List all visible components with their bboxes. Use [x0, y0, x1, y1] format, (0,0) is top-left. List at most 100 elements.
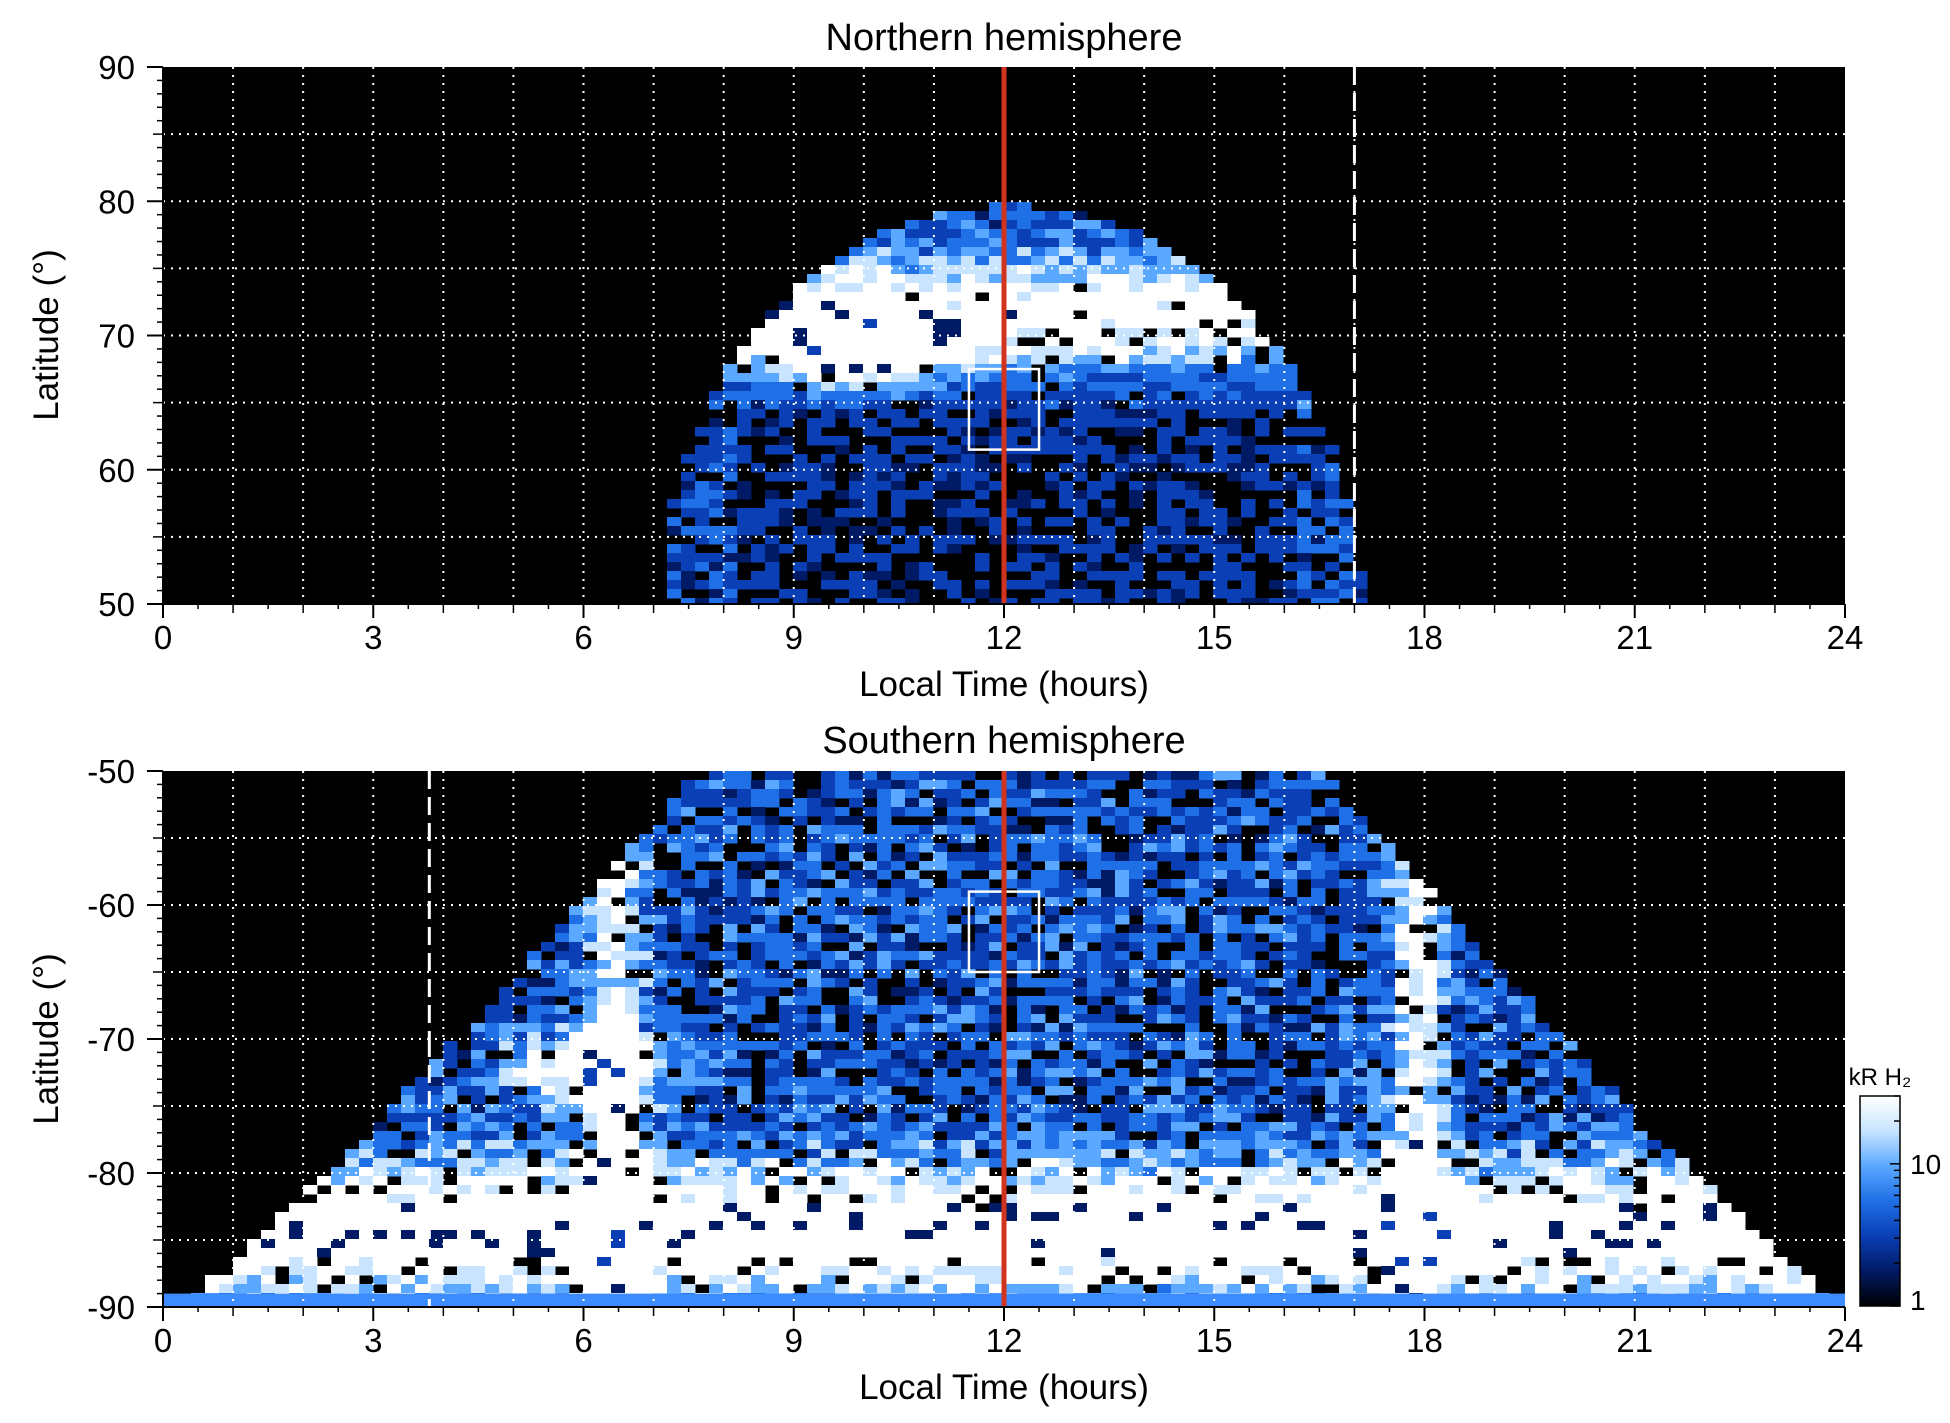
emission-cell	[1437, 1221, 1452, 1231]
emission-cell	[975, 933, 990, 943]
emission-cell	[653, 1257, 668, 1267]
emission-cell	[1339, 1239, 1354, 1249]
emission-cell	[611, 888, 626, 898]
emission-cell	[667, 1014, 682, 1024]
emission-cell	[359, 1140, 374, 1150]
emission-cell	[1493, 996, 1508, 1006]
emission-cell	[947, 445, 962, 455]
emission-cell	[933, 906, 948, 916]
emission-cell	[653, 1023, 668, 1033]
emission-cell	[807, 544, 822, 554]
emission-cell	[681, 843, 696, 853]
emission-cell	[1675, 1248, 1690, 1258]
emission-cell	[1311, 1167, 1326, 1177]
emission-cell	[905, 1104, 920, 1114]
emission-cell	[1031, 211, 1046, 221]
emission-cell	[1255, 834, 1270, 844]
emission-cell	[443, 1131, 458, 1141]
emission-cell	[765, 1239, 780, 1249]
emission-cell	[1409, 978, 1424, 988]
emission-cell	[1017, 1032, 1032, 1042]
emission-cell	[779, 1032, 794, 1042]
emission-cell	[961, 229, 976, 239]
emission-cell	[1045, 1032, 1060, 1042]
emission-cell	[1157, 247, 1172, 257]
emission-cell	[975, 319, 990, 329]
emission-cell	[1115, 933, 1130, 943]
emission-cell	[709, 535, 724, 545]
emission-cell	[975, 1221, 990, 1231]
emission-cell	[709, 445, 724, 455]
emission-cell	[1311, 472, 1326, 482]
emission-cell	[1269, 400, 1284, 410]
emission-cell	[1017, 1194, 1032, 1204]
emission-cell	[1255, 1239, 1270, 1249]
emission-cell	[1521, 1239, 1536, 1249]
emission-cell	[1017, 879, 1032, 889]
emission-cell	[1101, 598, 1116, 604]
emission-cell	[401, 1185, 416, 1195]
emission-cell	[1129, 382, 1144, 392]
emission-cell	[1031, 1041, 1046, 1051]
emission-cell	[1367, 960, 1382, 970]
emission-cell	[1087, 960, 1102, 970]
emission-cell	[891, 897, 906, 907]
emission-cell	[1003, 1131, 1018, 1141]
emission-cell	[569, 906, 584, 916]
emission-cell	[513, 1185, 528, 1195]
emission-cell	[1339, 888, 1354, 898]
emission-cell	[877, 870, 892, 880]
emission-cell	[401, 1194, 416, 1204]
emission-cell	[1017, 1239, 1032, 1249]
emission-cell	[1045, 807, 1060, 817]
emission-cell	[1059, 924, 1074, 934]
emission-cell	[1311, 454, 1326, 464]
emission-cell	[751, 789, 766, 799]
emission-cell	[1311, 933, 1326, 943]
emission-cell	[1255, 861, 1270, 871]
emission-cell	[1129, 1230, 1144, 1240]
emission-cell	[1297, 589, 1312, 599]
emission-cell	[1199, 337, 1214, 347]
emission-cell	[877, 481, 892, 491]
emission-cell	[1185, 960, 1200, 970]
emission-cell	[849, 852, 864, 862]
emission-cell	[737, 526, 752, 536]
emission-cell	[919, 1239, 934, 1249]
emission-cell	[905, 373, 920, 383]
emission-cell	[1507, 1185, 1522, 1195]
emission-cell	[1003, 798, 1018, 808]
emission-cell	[751, 553, 766, 563]
emission-cell	[751, 933, 766, 943]
emission-cell	[695, 535, 710, 545]
emission-cell	[821, 409, 836, 419]
emission-cell	[989, 1203, 1004, 1213]
emission-cell	[989, 1023, 1004, 1033]
emission-cell	[1563, 1185, 1578, 1195]
emission-cell	[1017, 1149, 1032, 1159]
emission-cell	[1087, 987, 1102, 997]
emission-cell	[345, 1239, 360, 1249]
emission-cell	[415, 1131, 430, 1141]
emission-cell	[1129, 481, 1144, 491]
emission-cell	[1395, 1239, 1410, 1249]
emission-cell	[1325, 1122, 1340, 1132]
emission-cell	[681, 571, 696, 581]
southern-chart-title: Southern hemisphere	[822, 720, 1185, 762]
emission-cell	[1017, 220, 1032, 230]
emission-cell	[1213, 1230, 1228, 1240]
emission-cell	[1171, 598, 1186, 604]
emission-cell	[891, 229, 906, 239]
emission-cell	[1073, 1212, 1088, 1222]
emission-cell	[1563, 1230, 1578, 1240]
emission-cell	[1003, 879, 1018, 889]
emission-cell	[1437, 1095, 1452, 1105]
emission-cell	[1423, 1230, 1438, 1240]
emission-cell	[499, 1131, 514, 1141]
emission-cell	[1325, 544, 1340, 554]
emission-cell	[975, 589, 990, 599]
emission-cell	[779, 960, 794, 970]
emission-cell	[1045, 1230, 1060, 1240]
emission-cell	[1479, 1149, 1494, 1159]
emission-cell	[1171, 490, 1186, 500]
